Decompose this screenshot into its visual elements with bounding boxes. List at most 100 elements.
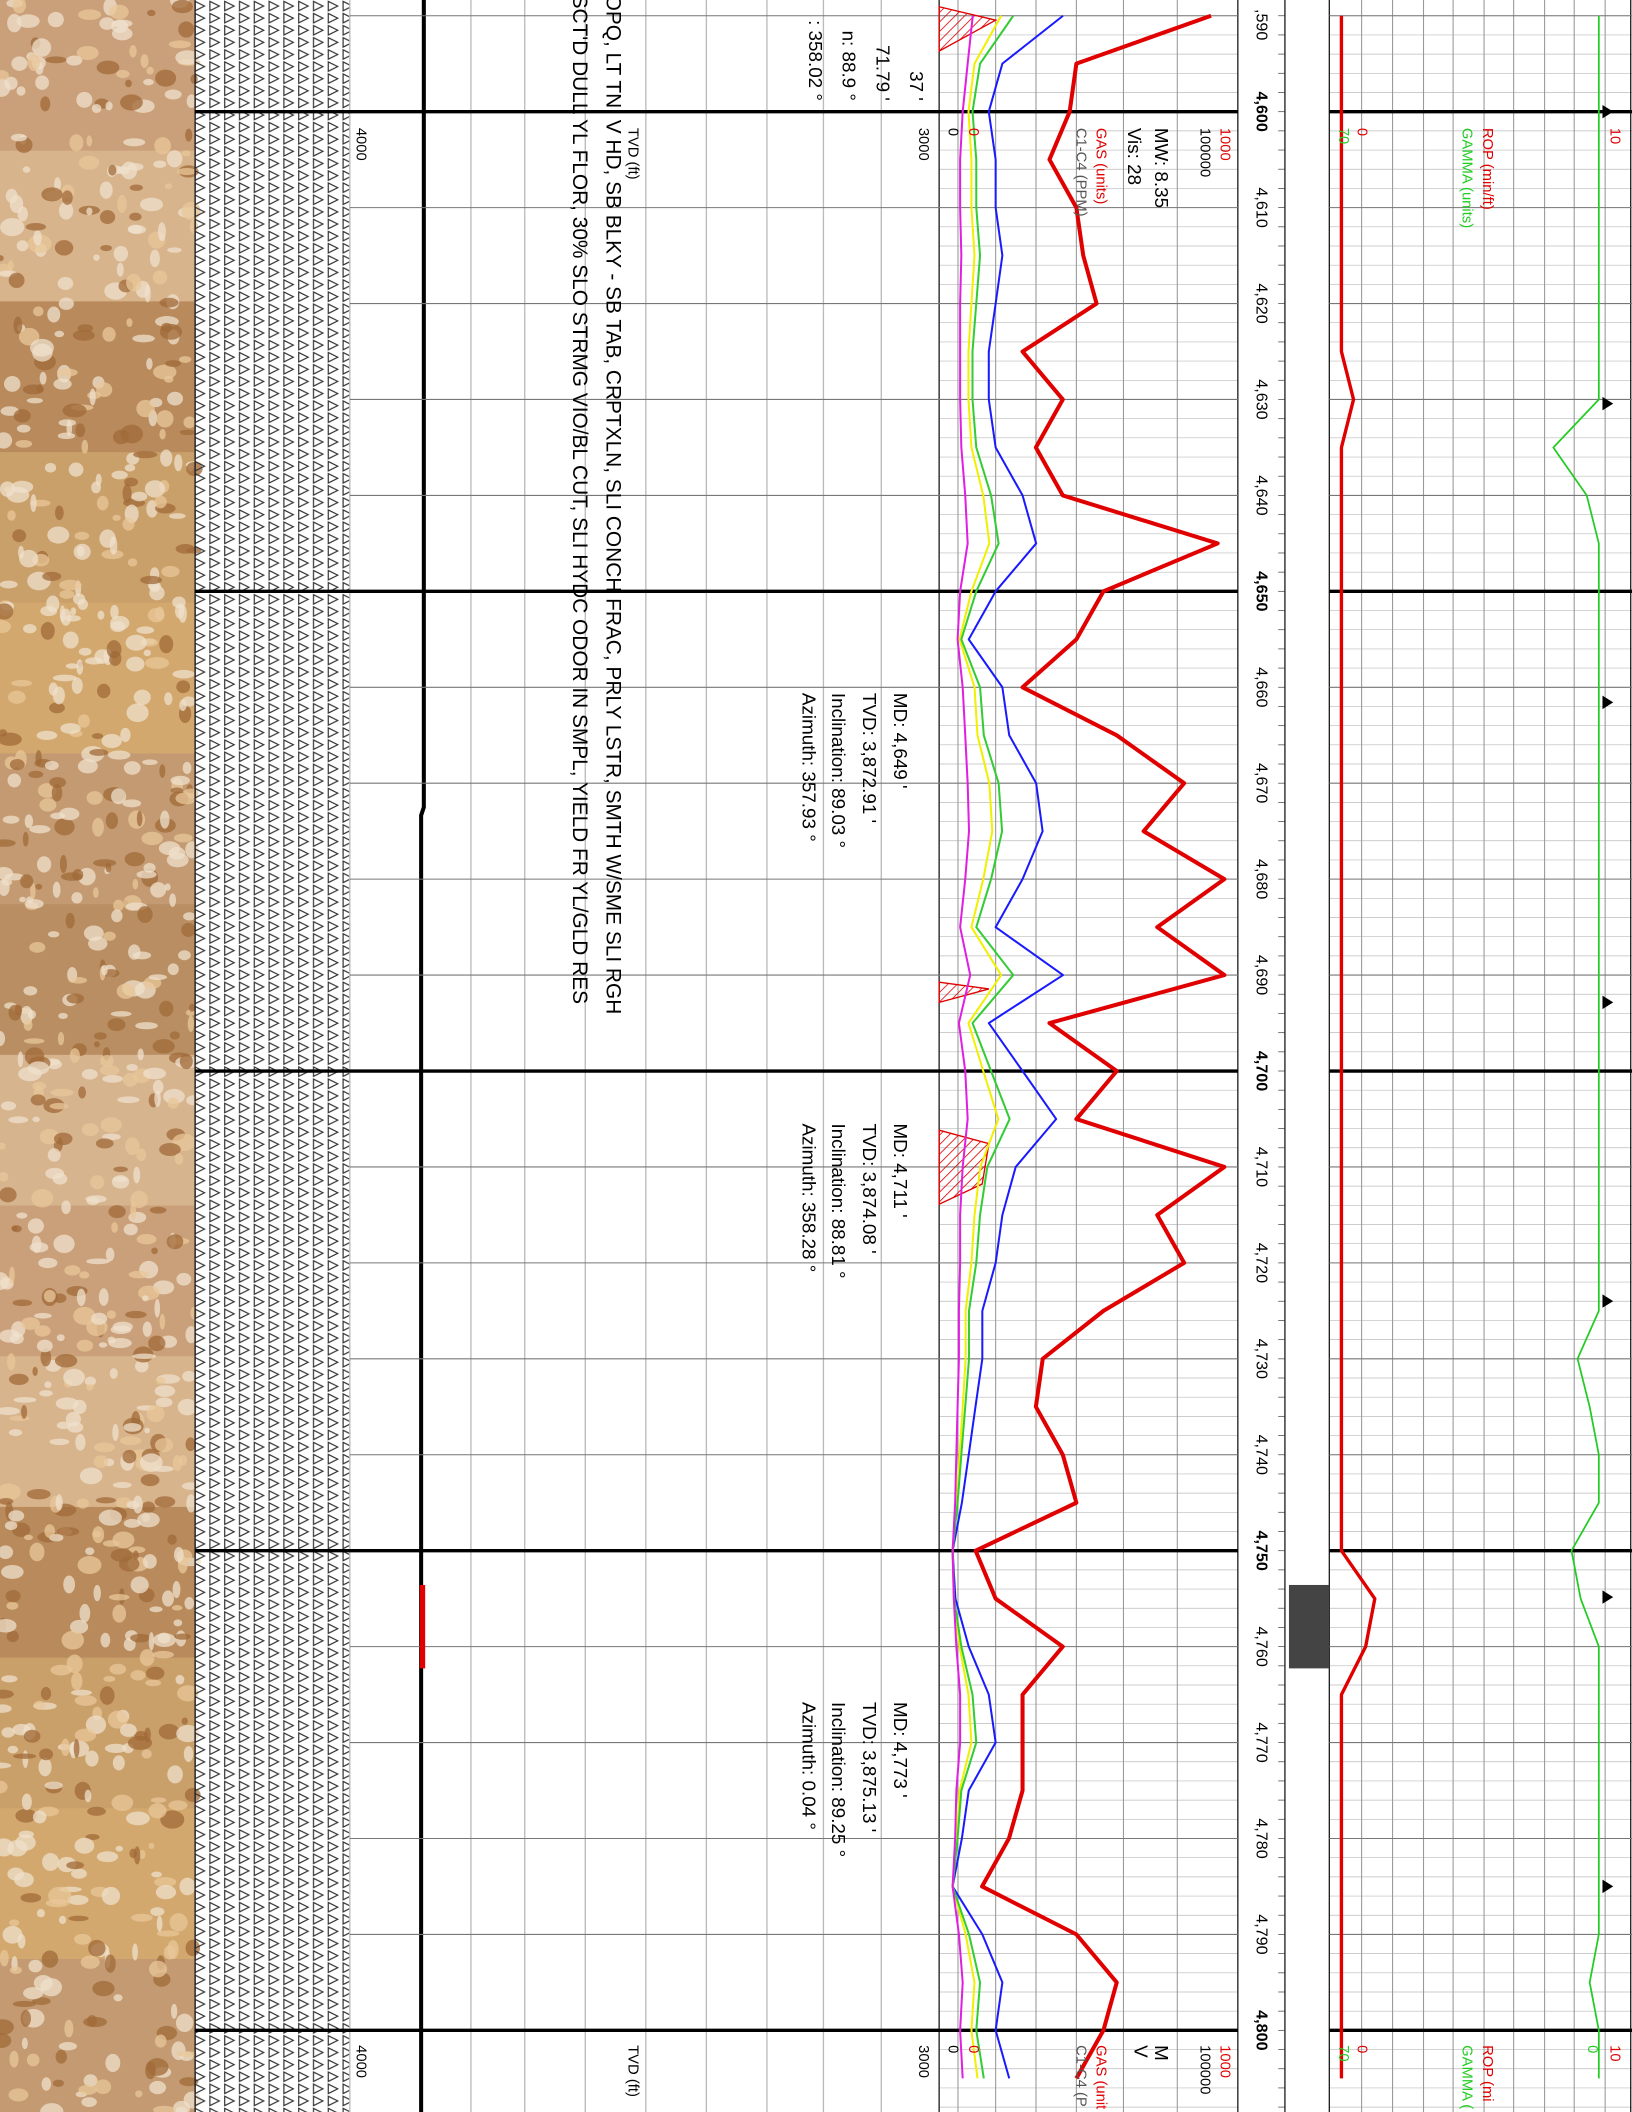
core-grain xyxy=(0,620,11,634)
core-grain xyxy=(108,1337,132,1349)
core-grain xyxy=(75,423,86,438)
core-grain xyxy=(179,1053,193,1070)
core-grain xyxy=(69,134,84,152)
core-grain xyxy=(123,1422,142,1432)
core-grain xyxy=(151,1871,162,1878)
core-grain xyxy=(135,1022,158,1030)
core-grain xyxy=(92,887,99,899)
core-grain xyxy=(78,647,92,656)
core-grain xyxy=(29,1542,45,1562)
core-grain xyxy=(85,1547,95,1556)
core-grain xyxy=(60,1738,70,1757)
core-grain xyxy=(105,862,112,873)
core-grain xyxy=(156,410,174,428)
core-grain xyxy=(34,1312,52,1319)
core-grain xyxy=(25,223,47,231)
depth-label: 4,690 xyxy=(1252,955,1270,995)
core-grain xyxy=(70,1619,89,1634)
core-grain xyxy=(130,1201,137,1221)
core-grain xyxy=(41,187,63,202)
core-grain xyxy=(83,2074,98,2088)
core-grain xyxy=(102,326,116,342)
core-grain xyxy=(154,1090,161,1108)
core-grain xyxy=(148,1842,155,1849)
core-grain xyxy=(42,571,62,581)
core-grain xyxy=(58,201,74,220)
core-grain xyxy=(44,462,57,473)
core-grain xyxy=(39,1390,53,1397)
core-grain xyxy=(139,1453,163,1473)
core-grain xyxy=(43,1289,56,1303)
depth-label: 4,630 xyxy=(1252,379,1270,419)
core-grain xyxy=(87,1806,106,1816)
core-grain xyxy=(27,1218,44,1234)
core-grain xyxy=(106,640,122,659)
core-grain xyxy=(30,1094,46,1106)
core-grain xyxy=(126,318,133,327)
track-header: GAS (units) xyxy=(1093,128,1109,205)
core-grain xyxy=(154,1877,177,1887)
core-grain xyxy=(47,306,61,323)
survey-text: TVD: 3,875.13 ' xyxy=(859,1702,880,1832)
core-grain xyxy=(5,873,24,881)
core-grain xyxy=(59,579,82,591)
depth-label: 4,710 xyxy=(1252,1147,1270,1187)
core-grain xyxy=(185,1437,196,1452)
core-grain xyxy=(111,470,128,480)
track-header: 1000 xyxy=(1216,128,1232,161)
core-grain xyxy=(39,1748,54,1761)
core-grain xyxy=(31,1189,54,1208)
depth-label: 4,800 xyxy=(1252,2010,1270,2050)
core-grain xyxy=(78,155,100,170)
survey-text: n: 88.9 ° xyxy=(839,31,860,101)
core-grain xyxy=(99,210,116,225)
log-curve xyxy=(951,15,1015,2079)
core-grain xyxy=(158,1723,180,1740)
core-grain xyxy=(26,2053,40,2067)
core-grain xyxy=(11,679,33,687)
core-grain xyxy=(54,330,65,338)
core-grain xyxy=(20,1893,42,1903)
core-grain xyxy=(186,1494,196,1513)
core-grain xyxy=(85,1833,100,1840)
core-grain xyxy=(174,454,183,472)
core-grain xyxy=(47,1148,61,1162)
marker-icon xyxy=(1602,1879,1614,1894)
core-grain xyxy=(132,1353,157,1359)
core-grain xyxy=(52,2079,64,2087)
core-grain xyxy=(70,607,77,616)
core-grain xyxy=(36,1339,53,1353)
core-grain xyxy=(136,1148,147,1162)
core-grain xyxy=(101,549,124,560)
core-grain xyxy=(33,306,44,317)
core-grain xyxy=(145,2061,156,2080)
core-grain xyxy=(44,1781,63,1790)
core-grain xyxy=(186,94,197,109)
core-grain xyxy=(47,11,64,28)
core-grain xyxy=(128,225,147,235)
core-grain xyxy=(142,1554,157,1569)
core-grain xyxy=(93,1041,100,1048)
core-grain xyxy=(176,167,197,176)
depth-label: 4,750 xyxy=(1252,1531,1270,1571)
core-grain xyxy=(161,565,180,578)
core-grain xyxy=(57,1032,65,1046)
core-grain xyxy=(76,545,85,557)
core-grain xyxy=(129,45,137,58)
track-header: TVD (ft) xyxy=(624,2045,640,2097)
track-header: M xyxy=(1151,2045,1172,2061)
core-grain xyxy=(104,1743,127,1754)
core-grain xyxy=(65,912,75,929)
core-grain xyxy=(56,1334,65,1342)
core-grain xyxy=(140,1474,160,1487)
core-grain xyxy=(139,1649,155,1667)
scrollbar-thumb[interactable] xyxy=(1288,1584,1330,1669)
core-grain xyxy=(7,1745,19,1754)
core-grain xyxy=(112,1176,128,1182)
core-grain xyxy=(109,4,129,20)
gas-show xyxy=(938,981,990,1004)
core-grain xyxy=(0,1187,17,1203)
core-grain xyxy=(122,517,135,531)
core-grain xyxy=(91,1312,108,1325)
